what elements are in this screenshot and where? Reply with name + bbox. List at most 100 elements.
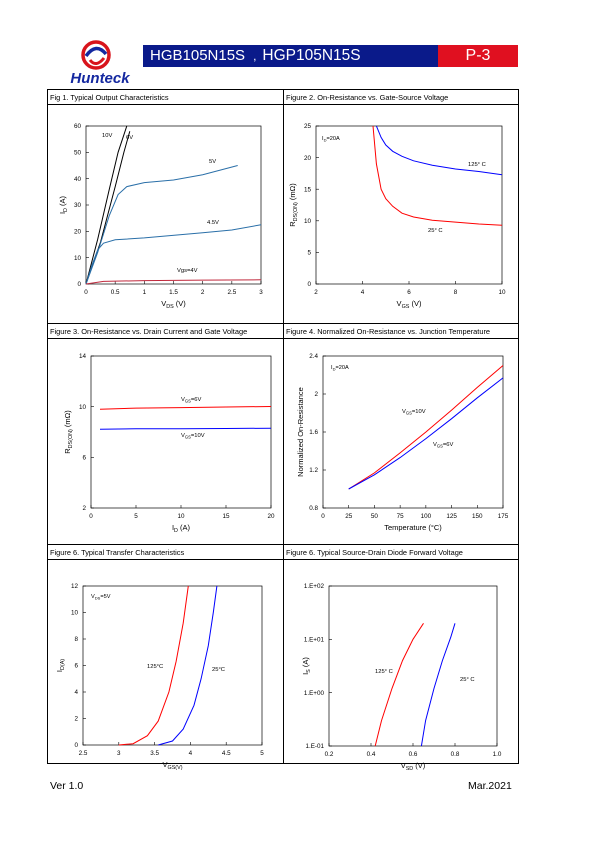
- y-tick-label: 25: [304, 123, 312, 130]
- grid-divider: [48, 323, 518, 324]
- y-axis-label: RDS(ON) (mΩ): [63, 410, 74, 454]
- series-label: 125° C: [375, 669, 393, 675]
- footer-date: Mar.2021: [468, 780, 512, 792]
- part-number-primary: HGB105N15S: [150, 47, 246, 64]
- y-tick-label: 8: [74, 636, 78, 643]
- y-tick-label: 2: [82, 505, 86, 512]
- x-tick-label: 0.8: [451, 751, 460, 758]
- logo-swoosh-icon: [84, 46, 108, 58]
- figure-4-caption: Figure 4. Normalized On-Resistance vs. J…: [286, 327, 491, 336]
- y-tick-label: 30: [74, 202, 82, 209]
- figure-5-caption: Figure 6. Typical Transfer Characteristi…: [50, 548, 185, 557]
- series-label: 10V: [102, 133, 112, 139]
- chart-5: 2.5 3 3.5 4 4.5 5 0 2 4 6 8 10 12 VGS(V) ID(A) 125°C 25°…: [55, 583, 264, 771]
- series-line: [420, 623, 456, 747]
- series-label: 25° C: [428, 228, 443, 234]
- grid-divider: [48, 338, 518, 339]
- x-tick-label: 150: [472, 513, 483, 520]
- logo-text: Hunteck: [70, 70, 130, 87]
- chart-4: 0 25 50 75 100 125 150 175 0.8 1.2 1.6 2 2.4 Temperat…: [296, 353, 509, 532]
- y-axis-label: Normalized On-Resistance: [296, 387, 305, 477]
- page-number-badge: P-3: [438, 45, 518, 67]
- y-tick-label: 20: [74, 229, 82, 236]
- x-tick-label: 2.5: [79, 750, 88, 757]
- x-tick-label: 2.5: [227, 289, 236, 296]
- part-number-secondary: HGP105N15S: [262, 47, 361, 64]
- x-tick-label: 4: [189, 750, 193, 757]
- series-label: 25°C: [212, 667, 225, 673]
- y-tick-label: 10: [74, 255, 82, 262]
- y-tick-label: 50: [74, 150, 82, 157]
- chart-annotation: ID=20A: [331, 365, 349, 371]
- y-tick-label: 14: [79, 353, 87, 360]
- y-tick-label: 10: [79, 404, 87, 411]
- series-line: [158, 585, 218, 746]
- y-tick-label: 6: [74, 663, 78, 670]
- header-bar: [143, 45, 518, 67]
- series-line: [85, 125, 128, 285]
- chart-annotation: ID=20A: [322, 136, 340, 142]
- y-axis-label: ID (A): [58, 195, 69, 214]
- logo-swoosh-icon: [88, 57, 106, 65]
- grid-divider-vertical: [283, 90, 284, 763]
- plot-frame: [322, 355, 504, 509]
- series-label: Vgs=4V: [177, 268, 198, 274]
- series-label: 6V: [126, 135, 133, 141]
- chart-annotation: VDS=5V: [91, 594, 111, 600]
- x-tick-label: 8: [454, 289, 458, 296]
- x-tick-label: 0: [84, 289, 88, 296]
- x-tick-label: 3.5: [150, 750, 159, 757]
- x-axis-label: VGS(V): [163, 760, 183, 771]
- figure-grid: Fig 1. Typical Output Characteristics Fi…: [47, 89, 519, 764]
- x-tick-label: 0.2: [325, 751, 334, 758]
- y-tick-label: 20: [304, 155, 312, 162]
- plot-frame: [315, 125, 503, 285]
- grid-divider: [48, 544, 518, 545]
- x-tick-label: 2: [201, 289, 205, 296]
- y-tick-label: 4: [74, 689, 78, 696]
- series-line: [348, 365, 504, 490]
- figure-1-caption: Fig 1. Typical Output Characteristics: [50, 93, 169, 102]
- y-tick-label: 40: [74, 176, 82, 183]
- x-tick-label: 0.4: [367, 751, 376, 758]
- y-axis-label: IS (A): [301, 657, 312, 675]
- series-line: [85, 131, 131, 285]
- part-number-separator: ,: [253, 49, 257, 63]
- x-tick-label: 5: [260, 750, 264, 757]
- y-tick-label: 12: [71, 583, 79, 590]
- series-label: 125° C: [468, 162, 486, 168]
- x-axis-label: VDS (V): [161, 299, 186, 310]
- y-tick-label: 0: [77, 281, 81, 288]
- series-line: [375, 125, 503, 176]
- figure-3-caption: Figure 3. On-Resistance vs. Drain Curren…: [50, 327, 248, 336]
- plot-frame: [90, 355, 272, 509]
- y-tick-label: 60: [74, 123, 82, 130]
- part-number-title: HGB105N15S, HGP105N15S: [150, 45, 361, 67]
- series-line: [372, 125, 503, 226]
- x-tick-label: 15: [222, 513, 230, 520]
- y-tick-label: 0: [307, 281, 311, 288]
- y-tick-label: 2.4: [309, 353, 318, 360]
- plot-frame: [328, 585, 498, 747]
- y-tick-label: 1.6: [309, 429, 318, 436]
- figure-6-caption: Figure 6. Typical Source-Drain Diode For…: [286, 548, 463, 557]
- chart-6: 0.2 0.4 0.6 0.8 1.0 1.E-01 1.E+00 1.E+01 1.E+02 V…: [301, 583, 502, 772]
- y-tick-label: 5: [307, 250, 311, 257]
- y-tick-label: 2: [314, 391, 318, 398]
- company-logo: Hunteck: [60, 40, 140, 88]
- y-tick-label: 6: [82, 455, 86, 462]
- x-tick-label: 5: [134, 513, 138, 520]
- x-tick-label: 75: [397, 513, 405, 520]
- x-tick-label: 3: [259, 289, 263, 296]
- x-tick-label: 50: [371, 513, 379, 520]
- y-tick-label: 1.E+00: [304, 690, 325, 697]
- series-label: 5V: [209, 159, 216, 165]
- x-axis-label: VGS (V): [397, 299, 422, 310]
- series-line: [374, 623, 424, 747]
- y-tick-label: 1.2: [309, 467, 318, 474]
- y-tick-label: 1.E-01: [305, 743, 324, 750]
- x-tick-label: 125: [446, 513, 457, 520]
- x-tick-label: 4.5: [222, 750, 231, 757]
- series-line: [99, 427, 272, 430]
